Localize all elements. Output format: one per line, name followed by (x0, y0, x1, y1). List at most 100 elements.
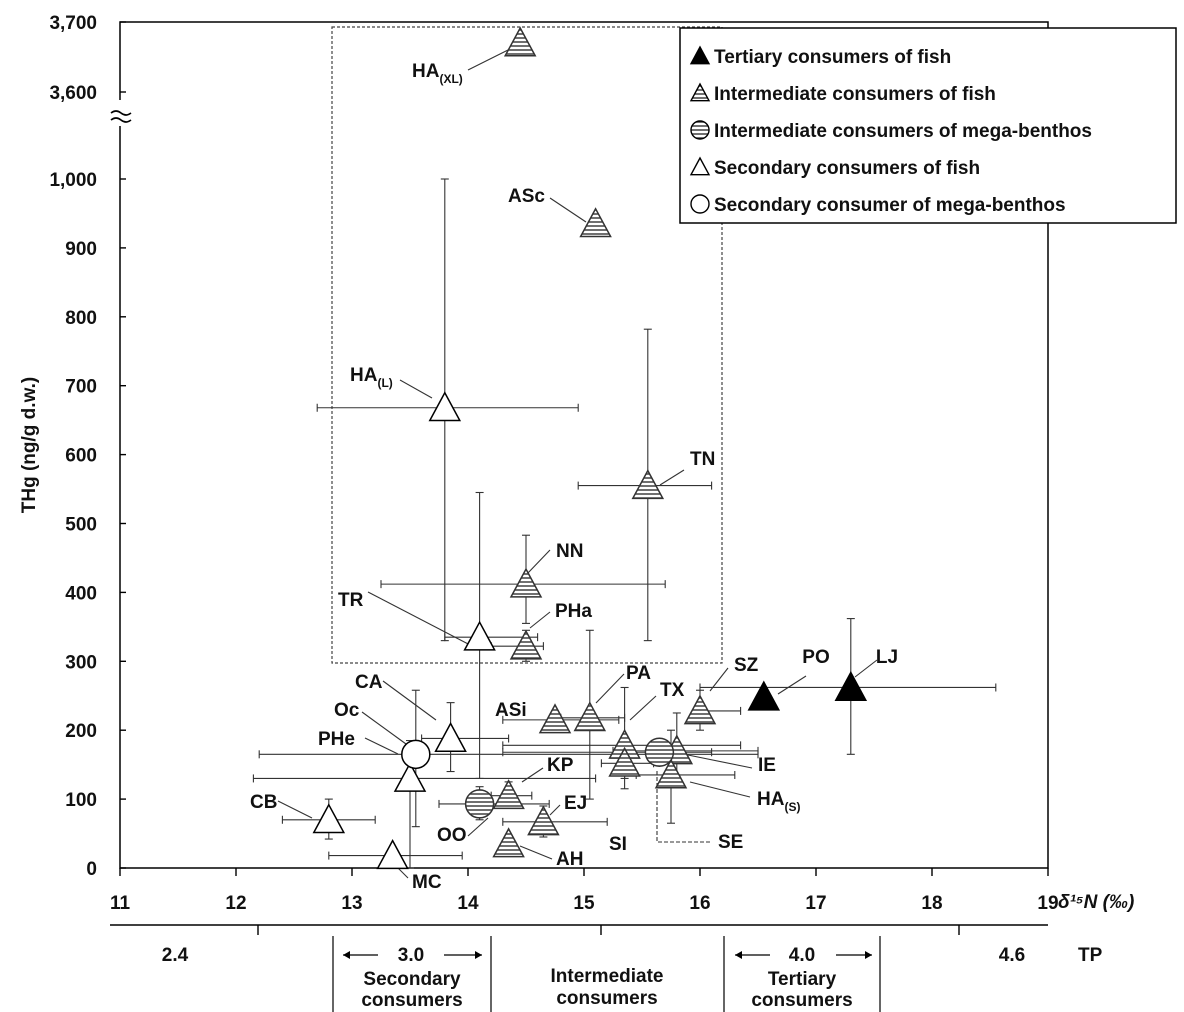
x-tick-label-17: 17 (805, 893, 826, 914)
legend-marker-2 (690, 120, 710, 140)
tp-group-secondary-line2: consumers (361, 990, 462, 1011)
label-lj: LJ (876, 647, 898, 668)
marker-lj (834, 670, 868, 701)
leader-ej (549, 804, 561, 816)
marker-cb (312, 803, 346, 834)
legend-label-4: Secondary consumer of mega-benthos (714, 195, 1066, 216)
y-tick-label-100: 100 (65, 790, 97, 811)
legend-label-1: Intermediate consumers of fish (714, 84, 996, 105)
leader-tr (367, 591, 473, 647)
y-tick-label-3-700: 3,700 (49, 13, 97, 34)
x-tick-label-19: 19 (1037, 893, 1058, 914)
leader-kp (521, 767, 544, 783)
marker-asi (538, 703, 572, 734)
leader-cb (277, 800, 313, 819)
y-axis-title: THg (ng/g d.w.) (19, 377, 40, 513)
leader-ha-s (689, 781, 751, 798)
label-oc: Oc (334, 700, 360, 721)
x-tick-label-12: 12 (225, 893, 246, 914)
x-tick-label-14: 14 (457, 893, 479, 914)
x-tick-label-16: 16 (689, 893, 710, 914)
label-kp: KP (547, 755, 574, 776)
y-tick-label-900: 900 (65, 239, 97, 260)
label-cb: CB (250, 792, 277, 813)
tp-group-secondary: Secondary (363, 969, 461, 990)
label-ej: EJ (564, 793, 587, 814)
leader-mc (397, 867, 409, 879)
leader-ha-xl (467, 47, 513, 71)
label-phe: PHe (318, 729, 355, 750)
leader-ah (519, 845, 553, 860)
label-si: SI (609, 834, 627, 855)
label-ie: IE (758, 755, 776, 776)
marker-tr (463, 620, 496, 651)
tp-group-intermediate: Intermediate (551, 966, 664, 987)
legend-marker-4 (690, 194, 710, 214)
marker-ha-s (654, 758, 688, 789)
leader-sz (709, 667, 729, 692)
label-se: SE (718, 832, 743, 853)
label-oo: OO (437, 825, 467, 846)
marker-ha-xl (503, 26, 537, 57)
label-ha-l: HA(L) (350, 365, 393, 390)
leader-lj (854, 659, 878, 678)
tp-label-4.6: 4.6 (999, 945, 1025, 966)
leader-pha (529, 611, 551, 629)
legend-marker-3 (689, 156, 711, 176)
label-pha: PHa (555, 601, 592, 622)
y-tick-label-0: 0 (86, 859, 97, 880)
label-tx: TX (660, 680, 685, 701)
y-tick-label-300: 300 (65, 652, 97, 673)
leader-ca (382, 680, 437, 721)
x-tick-label-15: 15 (573, 893, 595, 914)
marker-pha (509, 629, 543, 660)
leader-oc (361, 711, 407, 745)
tp-label-4.0: 4.0 (789, 945, 815, 966)
leader-po (777, 675, 807, 695)
x-tick-label-11: 11 (110, 893, 131, 914)
marker-ah (492, 827, 525, 858)
marker-asc (579, 207, 612, 238)
legend: Tertiary consumers of fish Intermediate c… (679, 27, 1177, 224)
y-tick-label-800: 800 (65, 308, 97, 329)
legend-label-2: Intermediate consumers of mega-benthos (714, 121, 1092, 142)
label-nn: NN (556, 541, 583, 562)
y-tick-label-3-600: 3,600 (49, 83, 97, 104)
tp-axis: 2.4 3.0 4.0 4.6 TP Secondary consumers I… (110, 924, 1103, 1012)
marker-phe (393, 761, 427, 792)
y-axis-break (110, 100, 132, 126)
label-ca: CA (355, 672, 383, 693)
y-tick-label-500: 500 (65, 515, 97, 536)
leader-tx (629, 695, 657, 721)
leader-ha-l (399, 379, 433, 399)
label-tr: TR (338, 590, 364, 611)
label-ha-s: HA(S) (757, 789, 800, 814)
x-axis-title: δ¹⁵N (‰) (1058, 892, 1134, 913)
label-asc: ASc (508, 186, 545, 207)
marker-kp (492, 779, 525, 810)
leader-tn (659, 469, 685, 486)
label-sz: SZ (734, 655, 759, 676)
legend-label-0: Tertiary consumers of fish (714, 47, 951, 68)
tp-group-tertiary: Tertiary (768, 969, 837, 990)
leader-ie (687, 754, 753, 769)
x-tick-label-13: 13 (341, 893, 362, 914)
leader-nn (526, 549, 551, 575)
tp-group-tertiary-line2: consumers (751, 990, 852, 1011)
marker-se (644, 737, 675, 767)
legend-marker-0 (689, 45, 711, 65)
legend-marker-1 (689, 82, 711, 102)
y-tick-label-400: 400 (65, 583, 97, 604)
label-asi: ASi (495, 700, 527, 721)
label-ah: AH (556, 849, 583, 870)
tp-label-3.0: 3.0 (398, 945, 424, 966)
marker-oc (401, 739, 431, 770)
y-tick-label-1-000: 1,000 (49, 170, 97, 191)
label-pa: PA (626, 663, 651, 684)
label-mc: MC (412, 872, 442, 893)
x-tick-label-18: 18 (921, 893, 942, 914)
label-leader-lines (277, 47, 878, 879)
legend-label-3: Secondary consumers of fish (714, 158, 980, 179)
tp-axis-title: TP (1078, 945, 1103, 966)
